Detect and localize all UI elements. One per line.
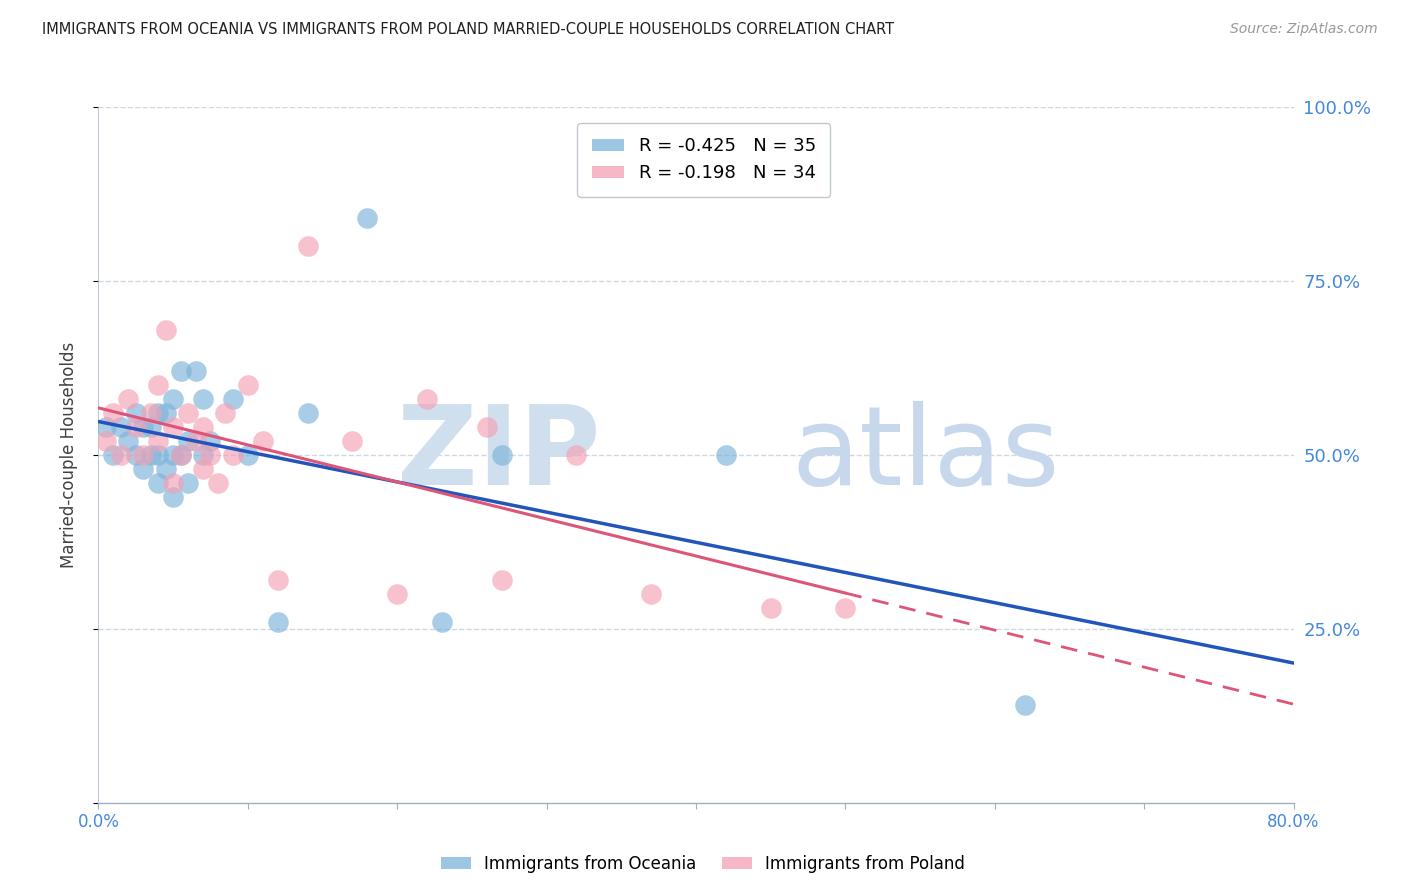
Point	[191, 392, 214, 407]
Y-axis label: Married-couple Households: Married-couple Households	[59, 342, 77, 568]
Point	[236, 448, 259, 462]
Point	[565, 448, 588, 462]
Point	[640, 587, 662, 601]
Text: Source: ZipAtlas.com: Source: ZipAtlas.com	[1230, 22, 1378, 37]
Point	[1014, 698, 1036, 713]
Text: IMMIGRANTS FROM OCEANIA VS IMMIGRANTS FROM POLAND MARRIED-COUPLE HOUSEHOLDS CORR: IMMIGRANTS FROM OCEANIA VS IMMIGRANTS FR…	[42, 22, 894, 37]
Point	[759, 601, 782, 615]
Point	[132, 420, 155, 434]
Point	[184, 364, 207, 378]
Point	[139, 406, 162, 420]
Point	[148, 448, 170, 462]
Point	[162, 392, 184, 407]
Point	[110, 448, 132, 462]
Point	[117, 392, 139, 407]
Point	[191, 448, 214, 462]
Point	[139, 420, 162, 434]
Point	[125, 406, 148, 420]
Point	[148, 475, 170, 490]
Point	[385, 587, 409, 601]
Point	[191, 420, 214, 434]
Point	[214, 406, 236, 420]
Point	[155, 462, 177, 476]
Point	[169, 364, 191, 378]
Point	[110, 420, 132, 434]
Point	[475, 420, 498, 434]
Point	[297, 406, 319, 420]
Point	[267, 573, 290, 587]
Legend: Immigrants from Oceania, Immigrants from Poland: Immigrants from Oceania, Immigrants from…	[434, 848, 972, 880]
Point	[236, 378, 259, 392]
Point	[177, 475, 200, 490]
Point	[356, 211, 378, 226]
Point	[155, 406, 177, 420]
Point	[200, 448, 222, 462]
Point	[169, 448, 191, 462]
Point	[184, 434, 207, 448]
Point	[416, 392, 439, 407]
Point	[103, 406, 125, 420]
Point	[191, 462, 214, 476]
Point	[491, 448, 513, 462]
Point	[132, 462, 155, 476]
Point	[491, 573, 513, 587]
Point	[177, 434, 200, 448]
Point	[162, 490, 184, 504]
Point	[148, 434, 170, 448]
Text: atlas: atlas	[792, 401, 1060, 508]
Point	[162, 420, 184, 434]
Point	[94, 420, 117, 434]
Text: ZIP: ZIP	[396, 401, 600, 508]
Point	[207, 475, 229, 490]
Point	[148, 406, 170, 420]
Point	[834, 601, 856, 615]
Point	[155, 323, 177, 337]
Point	[169, 448, 191, 462]
Point	[222, 448, 245, 462]
Point	[117, 434, 139, 448]
Point	[94, 434, 117, 448]
Point	[342, 434, 364, 448]
Point	[103, 448, 125, 462]
Point	[139, 448, 162, 462]
Point	[125, 420, 148, 434]
Point	[714, 448, 737, 462]
Point	[430, 615, 453, 629]
Point	[200, 434, 222, 448]
Point	[177, 406, 200, 420]
Point	[297, 239, 319, 253]
Point	[125, 448, 148, 462]
Point	[132, 448, 155, 462]
Point	[162, 475, 184, 490]
Point	[222, 392, 245, 407]
Legend: R = -0.425   N = 35, R = -0.198   N = 34: R = -0.425 N = 35, R = -0.198 N = 34	[578, 123, 831, 197]
Point	[162, 448, 184, 462]
Point	[267, 615, 290, 629]
Point	[148, 378, 170, 392]
Point	[252, 434, 274, 448]
